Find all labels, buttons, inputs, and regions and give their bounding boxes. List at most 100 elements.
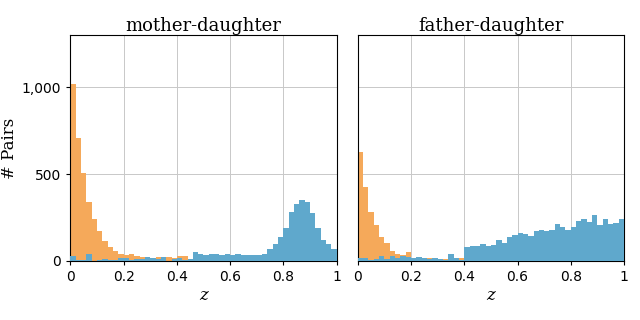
Bar	[97, 260, 102, 261]
Bar	[230, 255, 236, 261]
Bar	[528, 236, 534, 261]
Bar	[539, 260, 544, 261]
Bar	[294, 204, 300, 261]
Bar	[613, 223, 619, 261]
Bar	[310, 260, 316, 261]
Bar	[198, 258, 204, 261]
Bar	[459, 260, 464, 261]
Bar	[273, 244, 278, 261]
Bar	[172, 258, 177, 261]
Bar	[321, 260, 326, 261]
Bar	[198, 254, 204, 261]
Bar	[592, 215, 597, 261]
Bar	[108, 247, 113, 261]
Bar	[129, 260, 134, 261]
Bar	[332, 260, 337, 261]
Bar	[172, 259, 177, 261]
Bar	[209, 254, 214, 261]
Bar	[544, 230, 550, 261]
X-axis label: z: z	[486, 287, 495, 304]
Bar	[316, 228, 321, 261]
Bar	[491, 256, 496, 261]
Bar	[390, 256, 395, 261]
Bar	[321, 240, 326, 261]
Bar	[438, 259, 443, 261]
Title: father-daughter: father-daughter	[418, 17, 564, 35]
Bar	[470, 246, 475, 261]
Bar	[608, 224, 613, 261]
Bar	[401, 256, 406, 261]
Bar	[464, 260, 470, 261]
Bar	[427, 258, 433, 261]
Bar	[161, 257, 166, 261]
Bar	[597, 260, 603, 261]
Bar	[385, 259, 390, 261]
Bar	[486, 258, 491, 261]
Bar	[113, 260, 118, 261]
Bar	[459, 258, 464, 261]
Bar	[411, 258, 417, 261]
Bar	[390, 251, 395, 261]
Bar	[140, 259, 145, 261]
Bar	[454, 259, 459, 261]
Bar	[257, 260, 262, 261]
Bar	[566, 260, 571, 261]
Bar	[310, 212, 316, 261]
Bar	[581, 219, 587, 261]
Bar	[252, 255, 257, 261]
Bar	[108, 260, 113, 261]
Bar	[246, 260, 252, 261]
Bar	[507, 236, 512, 261]
Bar	[480, 244, 486, 261]
Bar	[592, 260, 597, 261]
Bar	[475, 260, 480, 261]
Bar	[182, 256, 188, 261]
Bar	[406, 257, 411, 261]
Bar	[603, 219, 608, 261]
Bar	[571, 260, 576, 261]
Bar	[220, 260, 225, 261]
Bar	[81, 260, 86, 261]
Bar	[182, 260, 188, 261]
Bar	[475, 245, 480, 261]
Bar	[204, 255, 209, 261]
Bar	[587, 222, 592, 261]
Bar	[118, 254, 124, 261]
Bar	[294, 258, 300, 261]
Bar	[502, 257, 507, 261]
Bar	[486, 246, 491, 261]
Bar	[150, 258, 156, 261]
Bar	[374, 225, 379, 261]
Bar	[246, 255, 252, 261]
Bar	[560, 227, 566, 261]
Y-axis label: # Pairs: # Pairs	[1, 117, 18, 179]
Bar	[193, 254, 198, 261]
Bar	[523, 234, 528, 261]
Bar	[113, 251, 118, 261]
Bar	[204, 256, 209, 261]
Bar	[608, 256, 613, 261]
Bar	[369, 212, 374, 261]
Bar	[305, 259, 310, 261]
Bar	[555, 259, 560, 261]
Bar	[528, 260, 534, 261]
Bar	[268, 260, 273, 261]
Bar	[262, 260, 268, 261]
Bar	[358, 258, 363, 261]
Bar	[571, 227, 576, 261]
Bar	[491, 245, 496, 261]
Bar	[150, 259, 156, 261]
Bar	[278, 237, 284, 261]
Bar	[225, 259, 230, 261]
Bar	[70, 84, 76, 261]
Bar	[177, 256, 182, 261]
Bar	[262, 254, 268, 261]
Bar	[379, 256, 385, 261]
Bar	[417, 257, 422, 261]
Bar	[236, 254, 241, 261]
Bar	[539, 230, 544, 261]
Bar	[512, 260, 518, 261]
Bar	[449, 254, 454, 261]
Bar	[395, 254, 401, 261]
Bar	[70, 256, 76, 261]
